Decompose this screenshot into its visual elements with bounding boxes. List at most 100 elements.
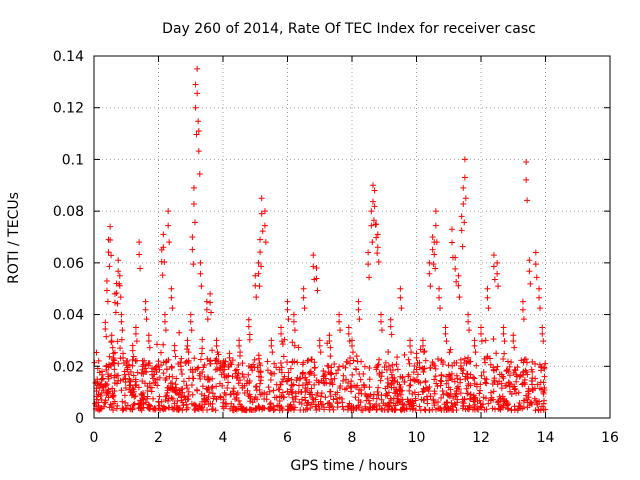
band-point [114,402,121,409]
data-point [165,208,172,215]
band-point [357,376,364,383]
data-point [245,323,252,330]
band-point [204,376,211,383]
data-point [461,174,468,181]
data-point [345,330,352,337]
band-point [152,364,159,371]
data-point [114,300,121,307]
data-point [327,344,334,351]
band-point [438,357,445,364]
band-point [505,368,512,375]
band-point [520,371,527,378]
band-point [515,402,522,409]
data-point [171,342,178,349]
band-point [97,405,104,412]
dense-data-band [91,329,549,414]
band-point [348,405,355,412]
band-point [515,389,522,396]
data-point [117,294,124,301]
band-point [343,385,350,392]
band-point [329,403,336,410]
band-point [435,399,442,406]
band-point [102,399,109,406]
band-point [219,382,226,389]
band-point [130,401,137,408]
data-point [156,366,163,373]
band-point [375,361,382,368]
band-point [478,372,485,379]
band-point [318,390,325,397]
data-point [119,327,126,334]
data-point [461,219,468,226]
band-point [291,342,298,349]
data-point [301,305,308,312]
band-point [163,375,170,382]
data-point [458,227,465,234]
band-point [430,396,437,403]
band-point [284,388,291,395]
band-point [345,402,352,409]
band-point [105,375,112,382]
band-point [427,393,434,400]
band-point [173,375,180,382]
band-point [481,355,488,362]
band-point [164,384,171,391]
band-point [411,377,418,384]
band-point [169,396,176,403]
band-point [451,359,458,366]
band-point [225,363,232,370]
band-point [462,406,469,413]
band-point [418,396,425,403]
band-point [322,394,329,401]
band-point [166,373,173,380]
band-point [223,373,230,380]
band-point [362,405,369,412]
band-point [257,380,264,387]
data-point [371,187,378,194]
data-point [433,239,440,246]
band-point [111,398,118,405]
band-point [359,407,366,414]
band-point [160,370,167,377]
band-point [169,385,176,392]
band-point [156,374,163,381]
data-point [102,319,109,326]
band-point [431,376,438,383]
band-point [146,403,153,410]
x-tick-label: 2 [154,430,163,446]
data-point [366,274,373,281]
band-point [481,406,488,413]
band-point [127,389,134,396]
band-point [243,407,250,414]
band-point [441,407,448,414]
band-point [501,350,508,357]
band-point [299,361,306,368]
band-point [106,353,113,360]
band-point [228,400,235,407]
band-point [532,360,539,367]
band-point [167,380,174,387]
data-point [108,332,115,339]
data-point [523,176,530,183]
band-point [198,350,205,357]
band-point [234,389,241,396]
band-point [95,402,102,409]
band-point [284,377,291,384]
band-point [425,387,432,394]
data-point [374,250,381,257]
data-point [194,65,201,72]
band-point [178,397,185,404]
band-point [457,376,464,383]
band-point [373,406,380,413]
band-point [410,369,417,376]
band-point [432,365,439,372]
band-point [318,401,325,408]
band-point [176,329,183,336]
band-point [537,379,544,386]
band-point [117,377,124,384]
band-point [234,372,241,379]
band-point [395,393,402,400]
data-point [179,371,186,378]
band-point [148,384,155,391]
data-point [236,337,243,344]
